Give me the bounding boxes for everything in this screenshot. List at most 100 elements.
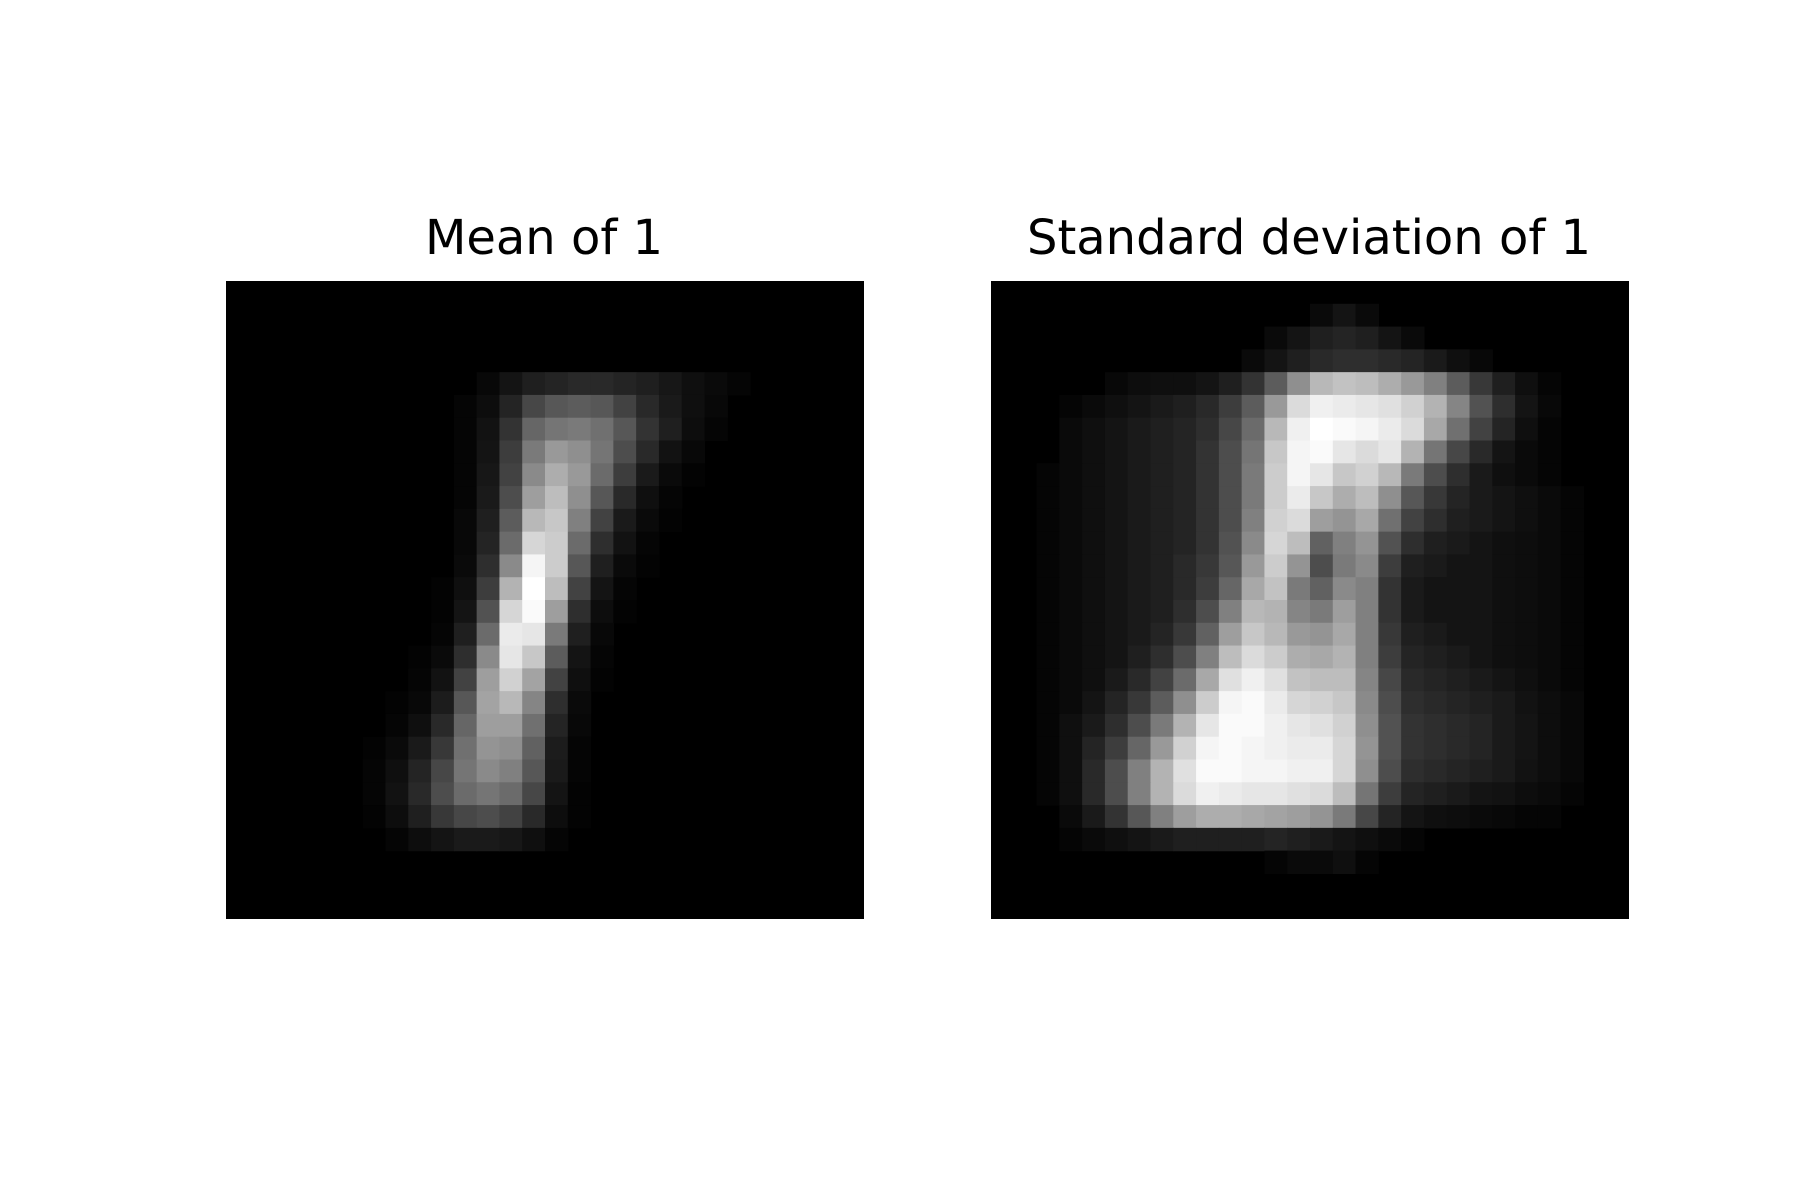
heatmap-cell xyxy=(1469,531,1493,556)
heatmap-cell xyxy=(1469,508,1493,533)
heatmap-cell xyxy=(1218,759,1243,783)
heatmap-cell xyxy=(408,827,432,852)
heatmap-cell xyxy=(1423,600,1448,624)
heatmap-cell xyxy=(636,531,660,556)
heatmap-cell xyxy=(1423,645,1448,669)
heatmap-cell xyxy=(1378,349,1402,373)
heatmap-cell xyxy=(613,372,637,396)
heatmap-cell xyxy=(1287,463,1311,487)
heatmap-cell xyxy=(1287,349,1311,373)
heatmap-cell xyxy=(1104,782,1129,806)
heatmap-cell xyxy=(704,394,728,419)
heatmap-cell xyxy=(1332,827,1357,852)
heatmap-cell xyxy=(499,440,523,464)
heatmap-cell xyxy=(1127,827,1152,852)
heatmap-cell xyxy=(1104,645,1129,669)
heatmap-cell xyxy=(1287,668,1311,692)
heatmap-cell xyxy=(1218,577,1243,601)
heatmap-cell xyxy=(453,622,478,647)
heatmap-cell xyxy=(1287,577,1311,601)
heatmap-cell xyxy=(1287,600,1311,624)
heatmap-cell xyxy=(1401,805,1425,829)
heatmap-cell xyxy=(1469,645,1493,669)
heatmap-cell xyxy=(636,440,660,464)
heatmap-cell xyxy=(453,645,478,669)
heatmap-cell xyxy=(1515,440,1539,464)
heatmap-cell xyxy=(1287,394,1311,419)
heatmap-cell xyxy=(1082,736,1106,761)
heatmap-cell xyxy=(1378,645,1402,669)
heatmap-cell xyxy=(1515,691,1539,715)
heatmap-cell xyxy=(1446,805,1471,829)
heatmap-cell xyxy=(1446,508,1471,533)
heatmap-cell xyxy=(1082,440,1106,464)
heatmap-cell xyxy=(1537,691,1562,715)
heatmap-cell xyxy=(522,827,546,852)
heatmap-cell xyxy=(1264,417,1288,442)
heatmap-cell xyxy=(1287,622,1311,647)
heatmap-cell xyxy=(567,668,592,692)
heatmap-cell xyxy=(1104,577,1129,601)
heatmap-cell xyxy=(1082,759,1106,783)
heatmap-cell xyxy=(1469,622,1493,647)
heatmap-cell xyxy=(522,668,546,692)
heatmap-cell xyxy=(1218,622,1243,647)
heatmap-cell xyxy=(1378,782,1402,806)
heatmap-cell xyxy=(1537,782,1562,806)
heatmap-cell xyxy=(1104,600,1129,624)
heatmap-cell xyxy=(1378,463,1402,487)
heatmap-cell xyxy=(1537,622,1562,647)
heatmap-cell xyxy=(658,417,683,442)
heatmap-cell xyxy=(1378,394,1402,419)
heatmap-cell xyxy=(1241,736,1266,761)
heatmap-cell xyxy=(1537,668,1562,692)
heatmap-cell xyxy=(1264,691,1288,715)
heatmap-cell xyxy=(567,782,592,806)
heatmap-cell xyxy=(1218,668,1243,692)
heatmap-cell xyxy=(1560,486,1585,510)
heatmap-cell xyxy=(1059,577,1083,601)
mean-panel-title: Mean of 1 xyxy=(425,210,663,266)
heatmap-cell xyxy=(1287,486,1311,510)
heatmap-cell xyxy=(1310,463,1334,487)
heatmap-cell xyxy=(1469,759,1493,783)
heatmap-cell xyxy=(1264,577,1288,601)
heatmap-cell xyxy=(1104,805,1129,829)
heatmap-cell xyxy=(385,736,409,761)
heatmap-cell xyxy=(1310,508,1334,533)
heatmap-cell xyxy=(453,577,478,601)
heatmap-cell xyxy=(545,691,569,715)
heatmap-cell xyxy=(567,622,592,647)
heatmap-cell xyxy=(613,440,637,464)
heatmap-cell xyxy=(590,531,614,556)
heatmap-cell xyxy=(1310,486,1334,510)
heatmap-cell xyxy=(476,736,501,761)
heatmap-cell xyxy=(1036,577,1060,601)
heatmap-cell xyxy=(476,805,501,829)
heatmap-cell xyxy=(590,440,614,464)
heatmap-cell xyxy=(1127,486,1152,510)
heatmap-cell xyxy=(1196,736,1220,761)
heatmap-cell xyxy=(590,554,614,578)
mean-panel: Mean of 1 xyxy=(226,210,864,919)
heatmap-cell xyxy=(1378,531,1402,556)
heatmap-cell xyxy=(1059,417,1083,442)
heatmap-cell xyxy=(1469,577,1493,601)
heatmap-cell xyxy=(1378,417,1402,442)
heatmap-cell xyxy=(1355,372,1379,396)
heatmap-cell xyxy=(1036,463,1060,487)
heatmap-cell xyxy=(1355,827,1379,852)
heatmap-cell xyxy=(1173,372,1197,396)
heatmap-cell xyxy=(522,554,546,578)
heatmap-cell xyxy=(1310,326,1334,350)
heatmap-cell xyxy=(613,486,637,510)
heatmap-cell xyxy=(385,782,409,806)
heatmap-cell xyxy=(1127,645,1152,669)
heatmap-cell xyxy=(522,713,546,738)
heatmap-cell xyxy=(1150,691,1174,715)
heatmap-cell xyxy=(545,713,569,738)
heatmap-cell xyxy=(1378,554,1402,578)
heatmap-cell xyxy=(1150,577,1174,601)
heatmap-cell xyxy=(1173,668,1197,692)
heatmap-cell xyxy=(1560,713,1585,738)
